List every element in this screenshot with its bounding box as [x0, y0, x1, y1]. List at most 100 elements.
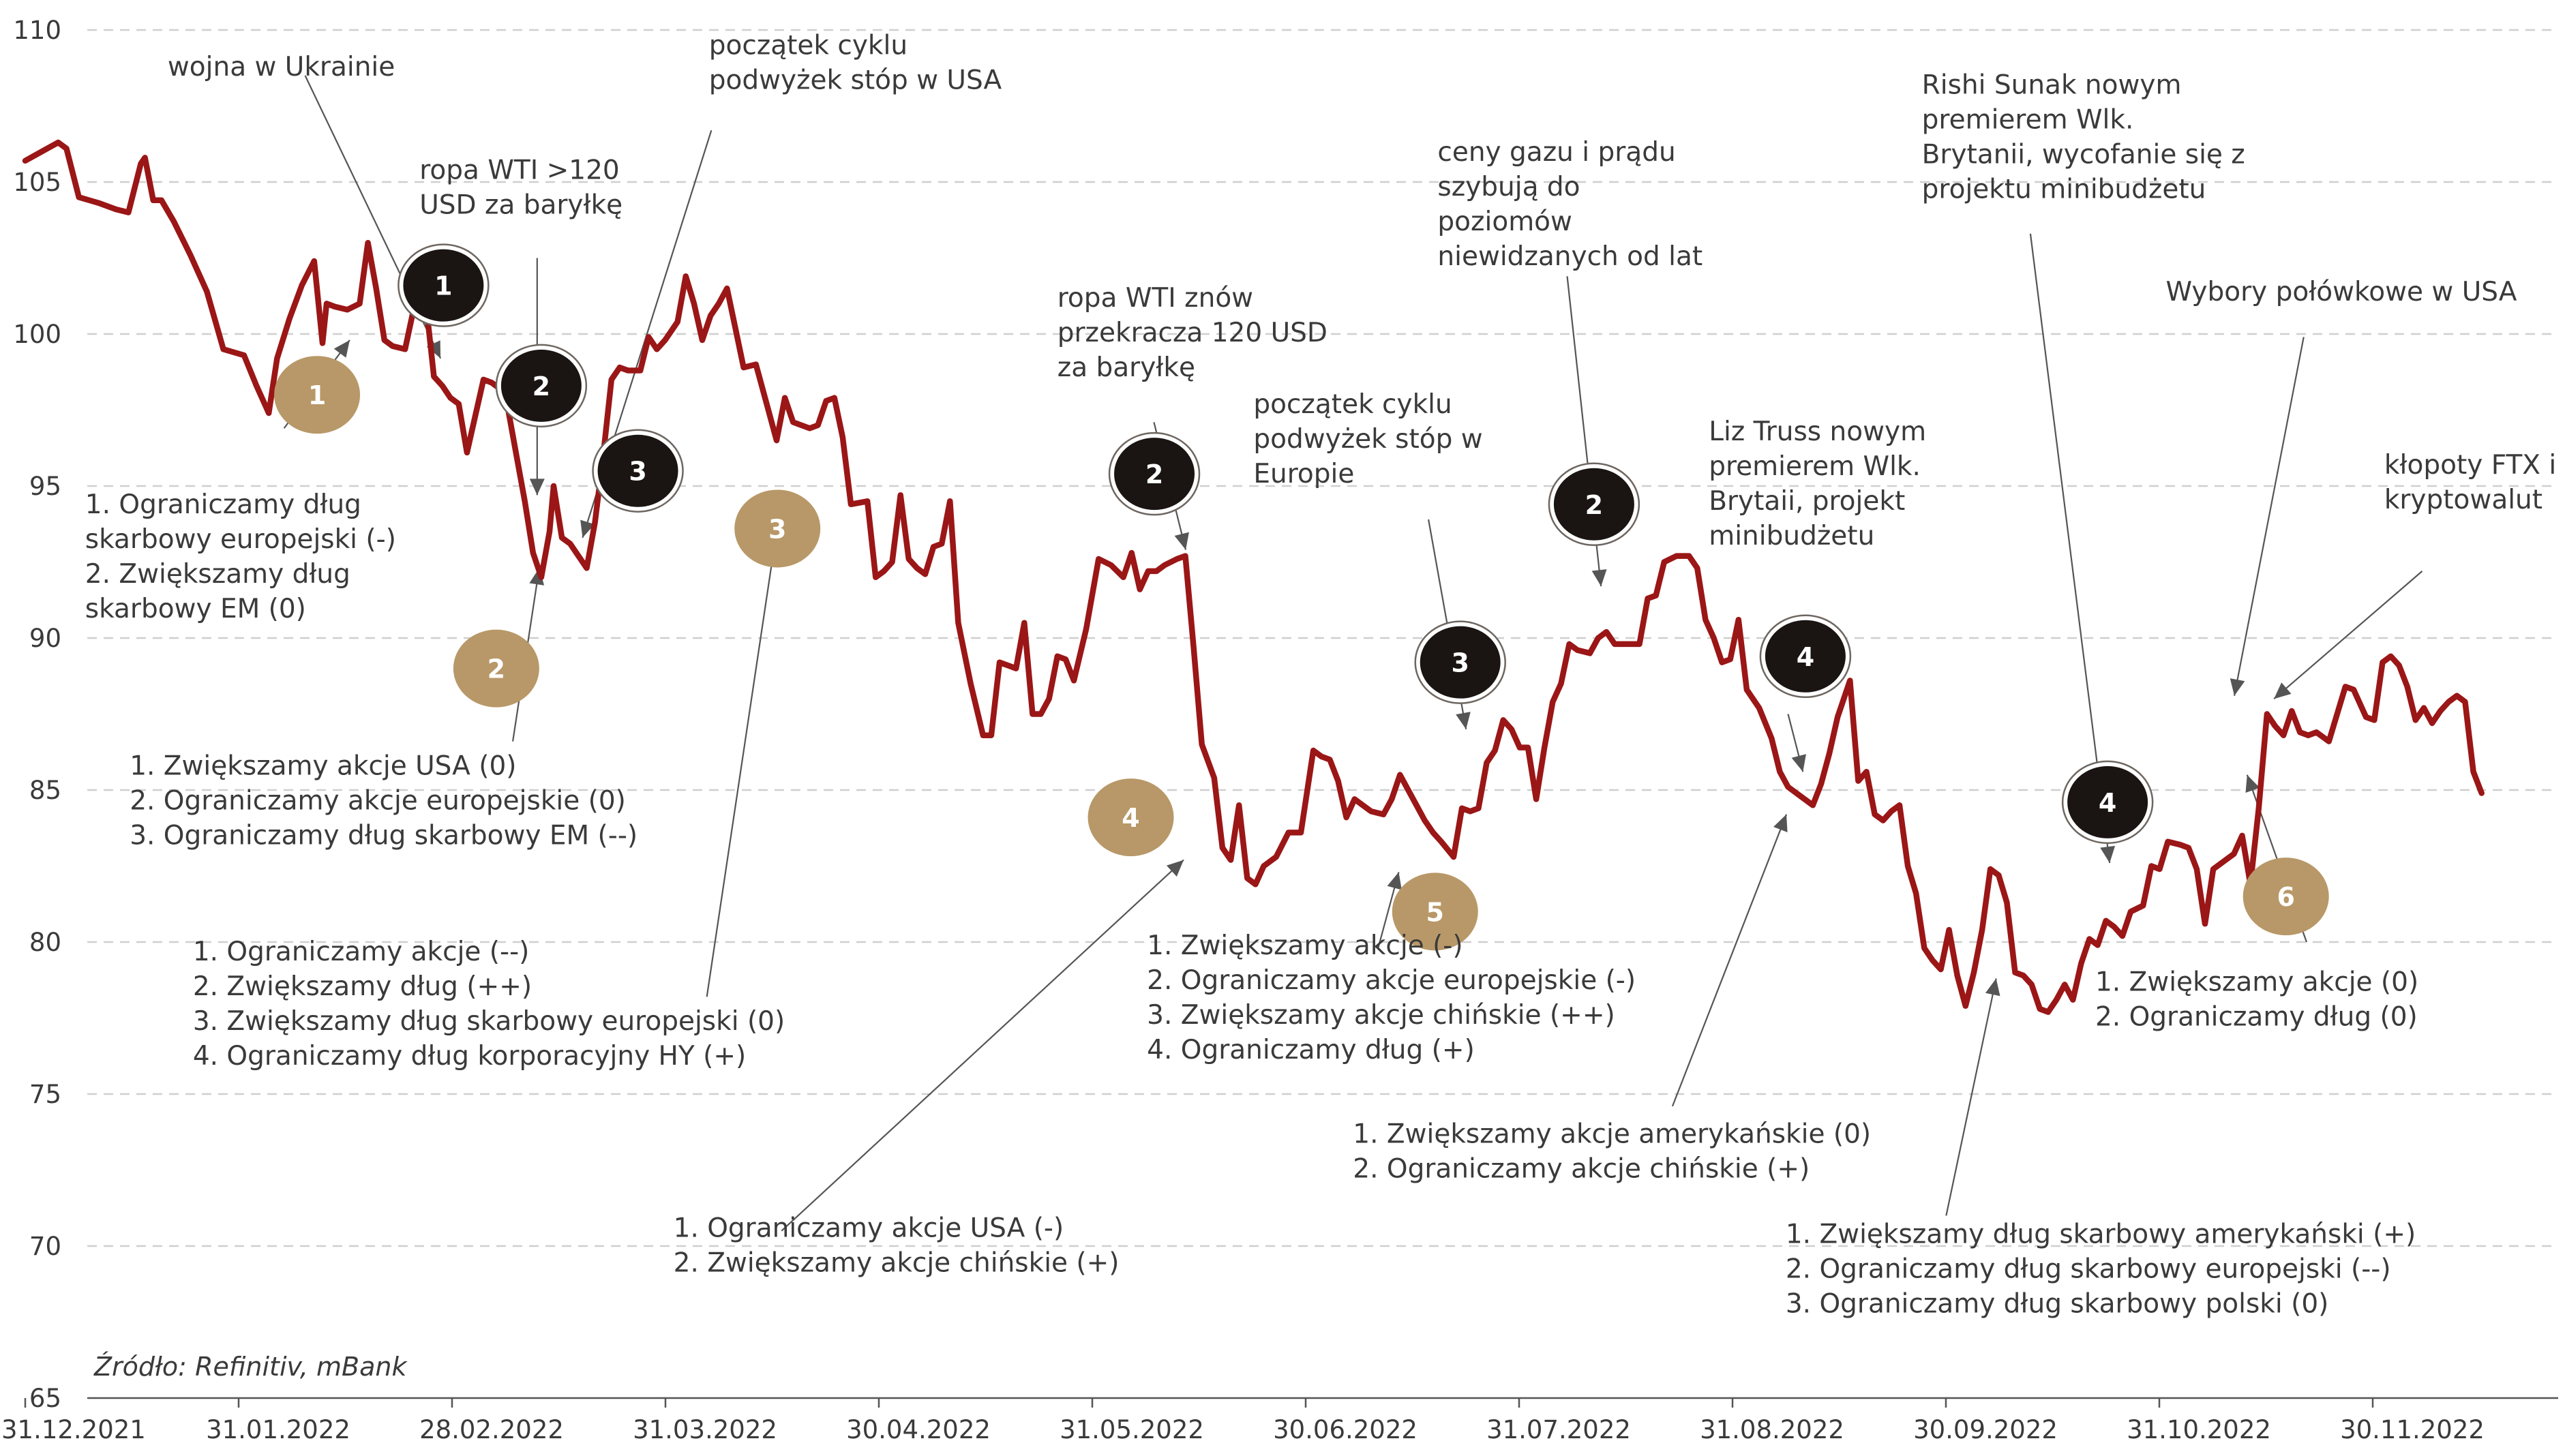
marker-gold-badge — [734, 489, 821, 568]
annotation-text-line: Rishi Sunak nowym — [1922, 70, 2182, 101]
annotation-arrow-line — [1945, 978, 1997, 1216]
marker-black-ring — [1759, 614, 1852, 699]
marker-black-badge — [1415, 622, 1505, 703]
annotation-text-line: minibudżetu — [1709, 521, 1874, 551]
annotation-text-line: kłopoty FTX i — [2384, 450, 2556, 481]
marker-number: 1 — [308, 380, 326, 410]
annotation-text-line: niewidzanych od lat — [1437, 241, 1702, 272]
annotation-arrowhead — [2274, 682, 2292, 699]
marker-black-ring — [1108, 431, 1201, 516]
annotation-text-line: kryptowalut — [2384, 485, 2542, 515]
axes: 31.12.2021 31.01.2022 28.02.2022 31.03.2022… — [1, 1397, 2558, 1444]
annotation-text-line: Liz Truss nowym — [1709, 416, 1926, 447]
annotation-text-line: 1. Zwiększamy akcje amerykańskie (0) — [1353, 1119, 1871, 1149]
annotation-text-line: 3. Zwiększamy akcje chińskie (++) — [1147, 1000, 1615, 1031]
annotation-arrowhead — [529, 568, 545, 586]
annotation-arrow-line — [2273, 571, 2423, 700]
annotation-text-line: 1. Ograniczamy akcje (--) — [193, 937, 530, 967]
annotation-text-line: 4. Ograniczamy dług (+) — [1147, 1035, 1475, 1065]
y-tick-label: 65 — [29, 1384, 61, 1413]
marker-number: 2 — [1585, 490, 1603, 520]
annotation-arrowhead — [2230, 678, 2245, 696]
annotation-arrow-line — [2029, 233, 2111, 864]
x-tick-label: 31.12.2021 — [1, 1415, 146, 1444]
annotation-text-line: 1. Zwiększamy akcje (-) — [1147, 930, 1462, 961]
marker-number: 4 — [1797, 642, 1814, 672]
annotation-arrowhead — [1174, 532, 1189, 550]
annotation-arrowhead — [2245, 774, 2260, 793]
marker-black-ring — [592, 429, 684, 513]
annotation-text-line: 2. Zwiększamy dług — [85, 559, 350, 590]
x-tick-label: 31.01.2022 — [206, 1415, 350, 1444]
annotation-text-line: USD za baryłkę — [419, 190, 622, 221]
annotation-arrowhead — [2100, 845, 2116, 864]
annotation-text-line: premierem Wlk. — [1709, 451, 1921, 482]
annotation-text-line: 3. Ograniczamy dług skarbowy EM (--) — [130, 821, 638, 851]
annotation-text-line: wojna w Ukrainie — [168, 52, 395, 82]
marker-gold-badge — [274, 356, 361, 434]
annotation-text-line: ropa WTI >120 — [419, 155, 620, 186]
annotation-text-line: 3. Zwiększamy dług skarbowy europejski (… — [193, 1006, 785, 1037]
annotation-text-line: 3. Ograniczamy dług skarbowy polski (0) — [1786, 1289, 2329, 1320]
annotation-arrowhead — [529, 479, 545, 496]
annotation-text-line: za baryłkę — [1058, 352, 1195, 383]
annotation-text-line: początek cyklu — [1253, 389, 1452, 420]
annotation-text-line: Wybory połówkowe w USA — [2166, 277, 2517, 307]
marker-number: 2 — [487, 654, 505, 684]
annotation-arrowhead — [1387, 872, 1402, 890]
annotation-text-line: szybują do — [1437, 172, 1580, 202]
annotation-text-line: projektu minibudżetu — [1922, 175, 2206, 205]
series-line-0 — [22, 139, 2485, 1015]
annotation-arrowhead — [580, 519, 595, 538]
marker-black-ring — [1548, 462, 1640, 547]
annotation-arrowhead — [333, 339, 350, 358]
annotation-text-line: 2. Zwiększamy dług (++) — [193, 971, 532, 1002]
x-tick-label: 31.05.2022 — [1060, 1415, 1204, 1444]
annotation-text-line: 1. Zwiększamy akcje (0) — [2095, 967, 2418, 997]
marker-number: 1 — [434, 271, 452, 301]
annotation-text-line: przekracza 120 USD — [1058, 318, 1328, 348]
y-tick-label: 75 — [29, 1080, 61, 1109]
marker-number: 4 — [1122, 803, 1139, 833]
marker-black-ring — [2061, 760, 2154, 845]
y-tick-label: 95 — [29, 472, 61, 501]
annotation-text-line: 2. Zwiększamy akcje chińskie (+) — [674, 1248, 1120, 1279]
marker-gold-badge — [2242, 858, 2329, 936]
marker-number: 6 — [2277, 882, 2294, 912]
annotation-arrowhead — [1985, 978, 2000, 997]
annotation-text-line: skarbowy EM (0) — [85, 594, 306, 624]
marker-black-badge — [496, 345, 586, 426]
source-note: Źródło: Refinitiv, mBank — [93, 1352, 408, 1382]
marker-black-ring — [1414, 620, 1506, 704]
annotation-text-line: premierem Wlk. — [1922, 105, 2134, 136]
y-tick-label: 70 — [29, 1232, 61, 1261]
marker-black-ring — [495, 344, 588, 428]
annotations: wojna w Ukrainie ropa WTI >120 USD za bary… — [85, 31, 2556, 1320]
marker-black-badge — [399, 245, 488, 326]
annotation-arrowhead — [1773, 814, 1788, 833]
marker-number: 3 — [629, 457, 646, 487]
x-tick-label: 30.04.2022 — [846, 1415, 991, 1444]
annotation-arrow-line — [781, 859, 1184, 1232]
x-tick-label: 28.02.2022 — [419, 1415, 564, 1444]
y-tick-label: 80 — [29, 928, 61, 957]
marker-black-badge — [1760, 616, 1850, 697]
annotation-text-line: 1. Zwiększamy dług skarbowy amerykański … — [1786, 1219, 2416, 1250]
annotation-text-line: początek cyklu — [709, 31, 907, 61]
marker-gold-badge — [1088, 778, 1174, 857]
marker-number: 3 — [1451, 648, 1469, 678]
annotation-text-line: podwyżek stóp w USA — [709, 65, 1002, 96]
marker-black-badge — [1110, 434, 1199, 515]
annotation-text-line: poziomów — [1437, 207, 1572, 237]
x-tick-label: 31.10.2022 — [2127, 1415, 2271, 1444]
annotation-text-line: 2. Ograniczamy akcje europejskie (0) — [130, 786, 626, 817]
marker-gold-badge — [1392, 873, 1478, 951]
annotation-arrowhead — [1456, 712, 1471, 729]
x-tick-label: 30.06.2022 — [1273, 1415, 1418, 1444]
annotation-text-line: Europie — [1253, 459, 1354, 489]
x-tick-label: 31.08.2022 — [1700, 1415, 1844, 1444]
marker-number: 3 — [768, 514, 786, 544]
series — [22, 139, 2485, 1015]
